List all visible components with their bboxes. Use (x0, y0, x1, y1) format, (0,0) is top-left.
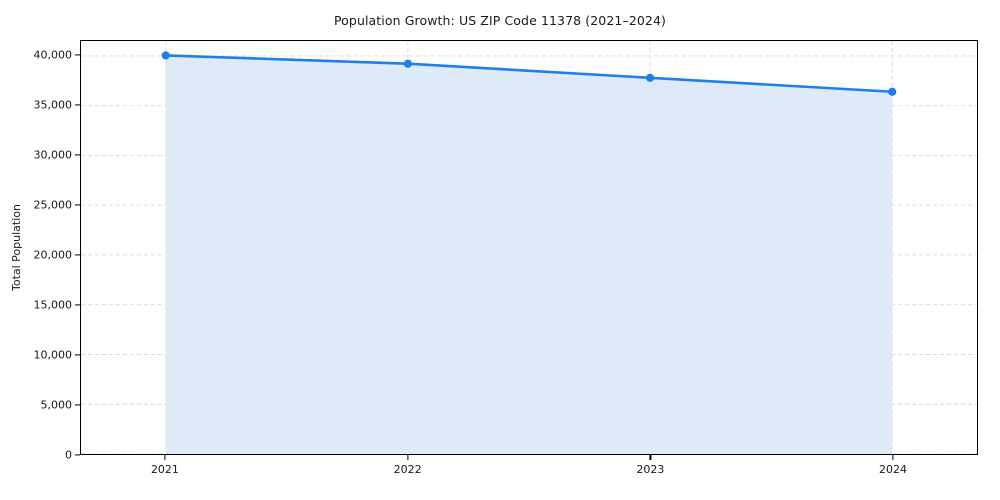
data-point-marker (403, 59, 413, 68)
plot-area (80, 40, 978, 455)
area-fill (165, 55, 893, 454)
x-axis-tick-label: 2023 (636, 463, 665, 476)
x-axis-tick-label: 2024 (879, 463, 908, 476)
y-axis-tick-label: 35,000 (33, 98, 73, 112)
y-axis-tick-label: 30,000 (33, 148, 73, 162)
data-series-line (161, 51, 897, 96)
y-axis-label: Total Population (10, 204, 23, 291)
y-axis-tick-label: 20,000 (33, 248, 73, 262)
x-axis-tick-label: 2021 (150, 463, 179, 476)
y-axis-tick-label: 10,000 (33, 348, 73, 362)
x-axis-tick-mark (892, 455, 894, 460)
y-axis-tick-label: 15,000 (33, 298, 73, 312)
x-axis-tick-mark (164, 455, 166, 460)
data-point-marker (161, 51, 170, 60)
data-point-marker (888, 87, 897, 96)
y-axis-tick-label: 25,000 (33, 198, 73, 212)
y-axis-tick-label: 40,000 (33, 48, 73, 62)
x-axis-tick-mark (649, 455, 651, 460)
x-axis-tick-mark (407, 455, 409, 460)
y-axis-tick-label: 0 (65, 448, 72, 462)
y-axis-tick-label: 5,000 (40, 398, 73, 412)
x-axis-tick-label: 2022 (393, 463, 422, 476)
chart-title: Population Growth: US ZIP Code 11378 (20… (333, 13, 667, 28)
data-point-marker (645, 73, 655, 82)
